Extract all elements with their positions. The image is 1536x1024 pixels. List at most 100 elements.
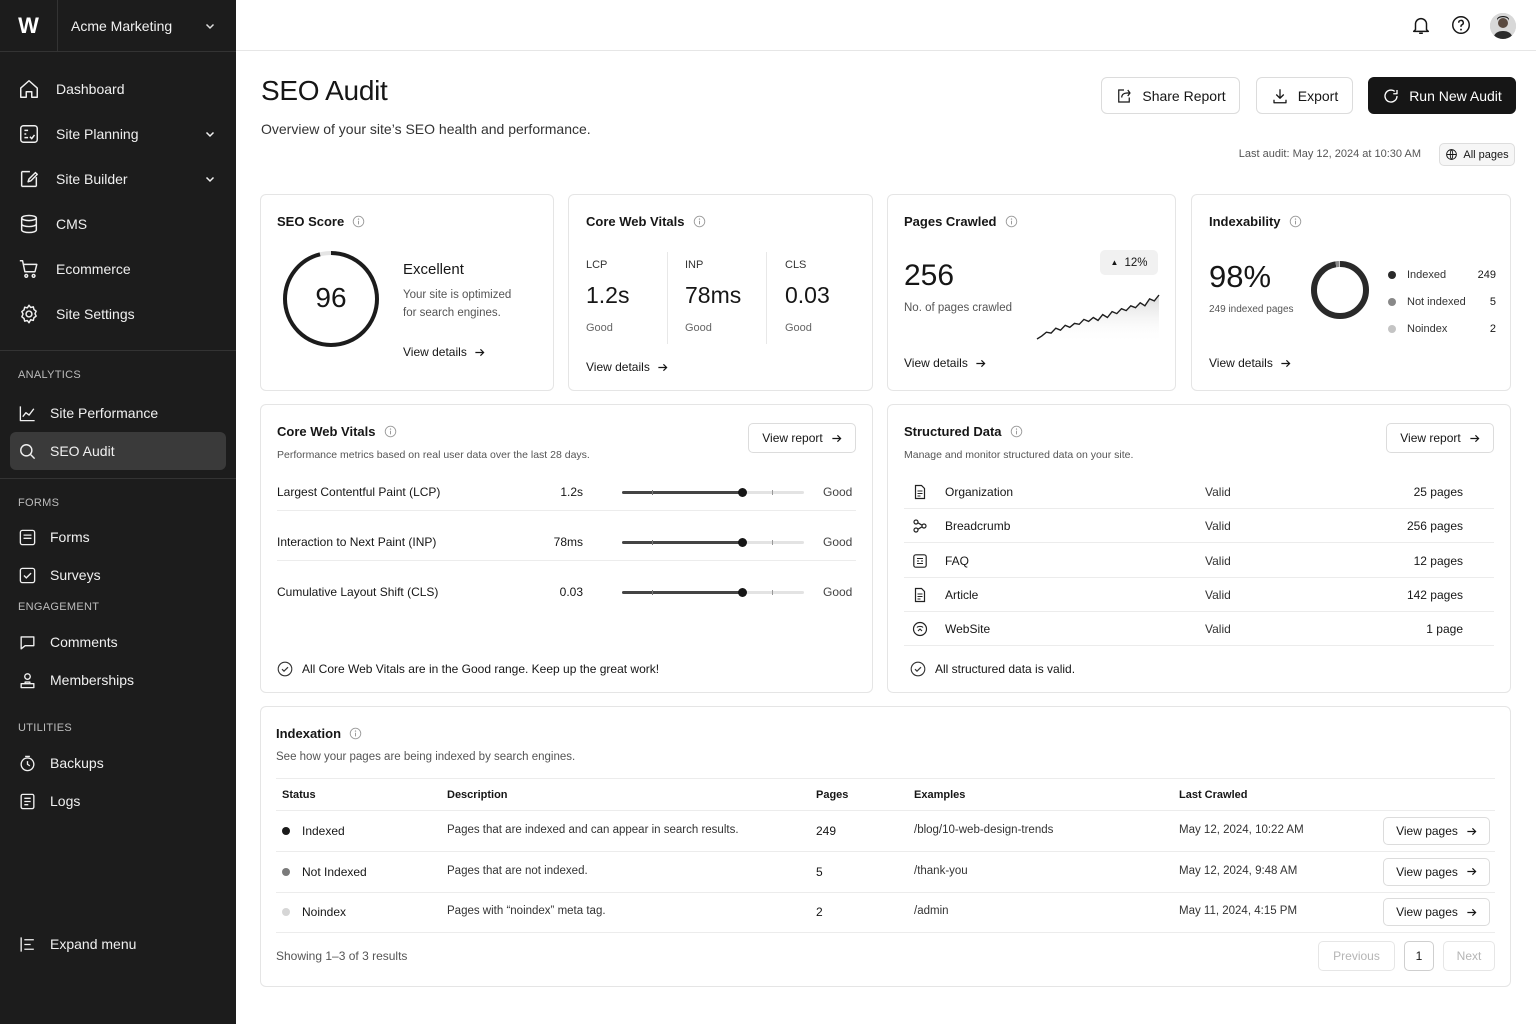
schema-type: Article (945, 587, 979, 602)
legend-item: Noindex 2 (1388, 315, 1496, 342)
cwv-view-details-link[interactable]: View details (586, 360, 668, 374)
row-divider (276, 932, 1495, 933)
sidebar-item-logs[interactable]: Logs (10, 782, 226, 820)
info-icon[interactable] (693, 215, 706, 228)
sidebar-item-comments[interactable]: Comments (10, 623, 226, 661)
metric-divider (667, 252, 668, 344)
metric-scale (622, 488, 804, 497)
scope-label: All pages (1463, 148, 1509, 161)
card-title-row: Core Web Vitals (277, 424, 397, 439)
sidebar-item-ecommerce[interactable]: Ecommerce (0, 246, 236, 291)
chevron-down-icon[interactable] (204, 128, 216, 140)
check-circle-icon (910, 661, 926, 677)
info-icon[interactable] (349, 727, 362, 740)
sidebar-item-site-planning[interactable]: Site Planning (0, 111, 236, 156)
check-circle-icon (277, 661, 293, 677)
pages-crawled-view-details-link[interactable]: View details (904, 356, 986, 370)
next-label: Next (1456, 949, 1482, 963)
download-icon (1271, 87, 1289, 105)
schema-type: Breadcrumb (945, 519, 1011, 534)
chevron-down-icon[interactable] (204, 20, 216, 32)
metric-status: Good (685, 322, 712, 334)
sidebar-item-forms[interactable]: Forms (10, 518, 226, 556)
example-url[interactable]: /thank-you (914, 864, 968, 877)
column-header: Description (447, 789, 508, 801)
run-new-audit-button[interactable]: Run New Audit (1368, 77, 1516, 114)
workspace-switcher[interactable]: W Acme Marketing (0, 0, 236, 52)
seo-score-description-line2: for search engines. (403, 307, 501, 319)
row-divider (904, 576, 1494, 578)
info-icon[interactable] (384, 425, 397, 438)
example-url[interactable]: /admin (914, 905, 949, 917)
sidebar-item-seo-audit[interactable]: SEO Audit (10, 432, 226, 470)
info-icon[interactable] (1289, 215, 1302, 228)
sidebar-item-site-settings[interactable]: Site Settings (0, 291, 236, 336)
info-icon[interactable] (1010, 425, 1023, 438)
status-dot (282, 827, 290, 835)
page-1-button[interactable]: 1 (1404, 941, 1434, 971)
structured-data-footer: All structured data is valid. (910, 661, 1075, 677)
info-icon[interactable] (352, 215, 365, 228)
last-crawled: May 12, 2024, 10:22 AM (1179, 824, 1304, 836)
schema-status: Valid (1205, 519, 1231, 534)
sidebar-item-site-performance[interactable]: Site Performance (10, 394, 226, 432)
help-icon[interactable] (1450, 14, 1472, 36)
metric-scale-tick (772, 590, 773, 595)
section-title-forms: FORMS (18, 497, 60, 509)
top-bar (236, 0, 1536, 51)
sidebar-item-label: Logs (50, 793, 81, 809)
sidebar-item-memberships[interactable]: Memberships (10, 661, 226, 699)
sidebar-item-surveys[interactable]: Surveys (10, 556, 226, 594)
website-icon (912, 621, 928, 637)
column-header: Status (282, 789, 316, 801)
view-pages-button[interactable]: View pages (1383, 857, 1490, 886)
expand-menu-button[interactable]: Expand menu (10, 925, 226, 963)
legend-count: 5 (1489, 295, 1496, 308)
view-pages-button[interactable]: View pages (1383, 817, 1490, 845)
share-report-button[interactable]: Share Report (1101, 77, 1240, 114)
chevron-down-icon[interactable] (204, 173, 216, 185)
breadcrumb-icon (912, 518, 928, 534)
export-button[interactable]: Export (1256, 77, 1353, 114)
metric-name: Largest Contentful Paint (LCP) (277, 485, 441, 499)
next-page-button[interactable]: Next (1443, 941, 1495, 971)
indexability-view-details-link[interactable]: View details (1209, 356, 1291, 370)
metric-scale-marker (738, 538, 748, 547)
seo-score-gauge (283, 251, 379, 347)
status-description: Pages that are not indexed. (447, 864, 588, 877)
row-divider (904, 542, 1494, 544)
bell-icon[interactable] (1410, 14, 1432, 36)
backup-icon (18, 754, 37, 773)
scope-selector[interactable]: All pages (1439, 143, 1515, 166)
members-icon (18, 671, 37, 690)
metric-status: Good (823, 535, 853, 549)
info-icon[interactable] (1005, 215, 1018, 228)
seo-score-view-details-link[interactable]: View details (403, 345, 485, 359)
sidebar-item-site-builder[interactable]: Site Builder (0, 156, 236, 201)
sidebar-item-backups[interactable]: Backups (10, 744, 226, 782)
previous-page-button[interactable]: Previous (1318, 941, 1395, 971)
sidebar-item-label: Comments (50, 634, 118, 650)
donut-segment-indexed (1311, 261, 1369, 319)
edit-icon (18, 168, 40, 190)
brand-logo[interactable]: W (0, 0, 58, 52)
last-crawled: May 11, 2024, 4:15 PM (1179, 905, 1298, 917)
indexation-subtitle: See how your pages are being indexed by … (276, 751, 576, 763)
cls-metric: CLS 0.03 Good (785, 259, 830, 334)
user-avatar-icon (1490, 13, 1516, 39)
view-pages-button[interactable]: View pages (1383, 898, 1490, 926)
triangle-up-icon: ▲ (1110, 258, 1119, 267)
column-header: Last Crawled (1179, 789, 1248, 801)
legend-item: Not indexed 5 (1388, 288, 1496, 315)
arrow-right-icon (1280, 358, 1291, 369)
metric-scale-fill (622, 541, 743, 544)
status-description: Pages that are indexed and can appear in… (447, 824, 739, 836)
avatar[interactable] (1490, 13, 1516, 39)
sidebar-item-cms[interactable]: CMS (0, 201, 236, 246)
structured-data-view-report-button[interactable]: View report (1386, 423, 1494, 453)
cwv-view-report-button[interactable]: View report (748, 423, 856, 453)
home-icon (18, 78, 40, 100)
sidebar-item-dashboard[interactable]: Dashboard (0, 66, 236, 111)
structured-data-card: Structured Data Manage and monitor struc… (887, 404, 1511, 693)
example-url[interactable]: /blog/10-web-design-trends (914, 824, 1054, 836)
